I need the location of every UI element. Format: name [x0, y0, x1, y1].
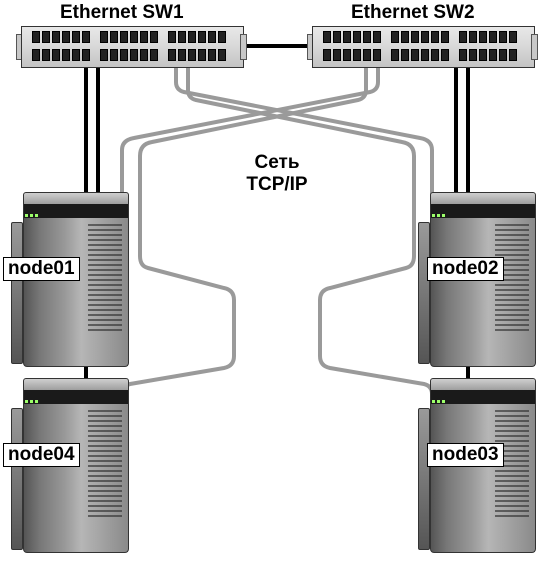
switch-sw2 [308, 26, 537, 66]
switch-sw1 [17, 26, 246, 66]
cable-grey [188, 66, 432, 398]
node04-label: node04 [3, 443, 80, 467]
switch2-ports-top [323, 31, 517, 43]
network-label-line1: Сеть [254, 152, 299, 173]
node01-label: node01 [3, 257, 80, 281]
network-label: Сеть TCP/IP [217, 152, 337, 196]
switch1-ports-top [32, 31, 226, 43]
node03-label: node03 [427, 443, 504, 467]
node02-label: node02 [427, 257, 504, 281]
network-label-line2: TCP/IP [246, 174, 307, 195]
switch2-ports-bot [323, 49, 517, 61]
switch1-label: Ethernet SW1 [60, 2, 184, 24]
cable-grey [122, 66, 366, 398]
switch1-ports-bot [32, 49, 226, 61]
switch2-label: Ethernet SW2 [351, 2, 475, 24]
